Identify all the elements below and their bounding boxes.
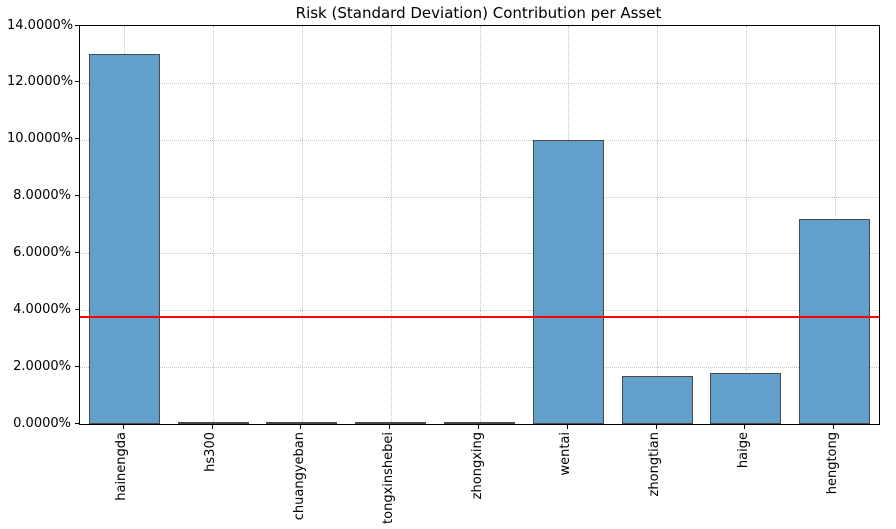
plot-area: [79, 25, 880, 425]
x-tick-label-haige: haige: [735, 432, 751, 469]
x-tick-mark: [566, 425, 568, 429]
x-tick-mark: [478, 425, 479, 429]
vertical-gridline: [390, 26, 392, 424]
x-tick-mark: [833, 425, 835, 429]
bar-hainengda: [88, 54, 160, 424]
y-tick-mark: [75, 81, 79, 83]
vertical-gridline: [745, 26, 747, 424]
bar-hs300: [177, 422, 249, 424]
y-tick-mark: [75, 251, 79, 253]
y-tick-label: 14.0000%: [7, 17, 74, 33]
vertical-gridline: [301, 26, 303, 424]
y-tick-mark: [75, 24, 79, 26]
x-tick-mark: [122, 425, 124, 429]
x-tick-label-tongxinshebei: tongxinshebei: [380, 432, 396, 524]
y-tick-mark: [75, 138, 79, 140]
x-tick-label-hs300: hs300: [203, 432, 219, 472]
chart-title: Risk (Standard Deviation) Contribution p…: [295, 4, 662, 22]
y-tick-label: 4.0000%: [13, 301, 71, 317]
vertical-gridline: [213, 26, 215, 424]
x-tick-mark: [744, 425, 746, 429]
y-tick-label: 10.0000%: [7, 131, 74, 147]
y-tick-mark: [75, 195, 79, 197]
y-tick-mark: [75, 365, 79, 367]
x-tick-label-zhongtian: zhongtian: [647, 432, 663, 497]
y-tick-label: 0.0000%: [13, 415, 71, 431]
y-tick-mark: [75, 422, 79, 424]
y-tick-label: 2.0000%: [13, 358, 71, 374]
x-tick-label-chuangyeban: chuangyeban: [291, 432, 307, 521]
bar-haige: [710, 372, 782, 424]
mean-risk-contribution-line: [80, 316, 879, 319]
y-tick-label: 12.0000%: [7, 74, 74, 90]
bar-chuangyeban: [266, 422, 338, 424]
bar-hengtong: [799, 219, 871, 424]
bar-wentai: [532, 139, 604, 424]
x-tick-label-wentai: wentai: [558, 432, 574, 476]
bar-tongxinshebei: [355, 422, 427, 424]
x-tick-mark: [655, 425, 657, 429]
vertical-gridline: [479, 26, 481, 424]
x-tick-label-zhongxing: zhongxing: [469, 432, 485, 500]
y-tick-label: 8.0000%: [13, 188, 71, 204]
y-tick-label: 6.0000%: [13, 244, 71, 260]
bar-zhongtian: [621, 375, 693, 424]
x-tick-label-hainengda: hainengda: [114, 432, 130, 501]
vertical-gridline: [657, 26, 659, 424]
x-tick-mark: [211, 425, 213, 429]
x-tick-mark: [300, 425, 302, 429]
bar-zhongxing: [443, 422, 515, 424]
x-tick-label-hengtong: hengtong: [824, 432, 840, 495]
y-tick-mark: [75, 308, 79, 310]
x-tick-mark: [389, 425, 391, 429]
